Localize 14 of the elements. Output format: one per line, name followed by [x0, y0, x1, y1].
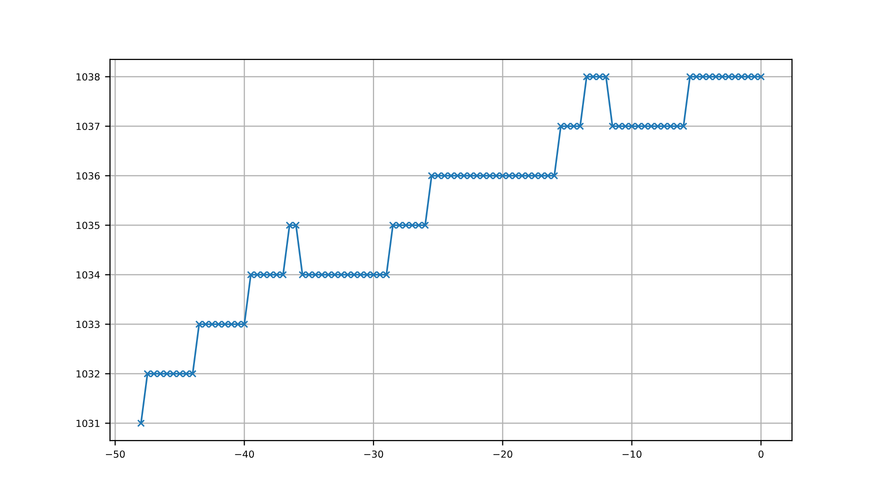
x-tick-label: −50	[106, 450, 125, 458]
y-tick-label: 1032	[76, 370, 100, 378]
y-tick-label: 1033	[76, 320, 100, 328]
x-tick-label: −10	[622, 450, 642, 458]
y-tick-label: 1036	[76, 172, 100, 180]
x-tick-label: −40	[235, 450, 254, 458]
x-tick-label: −30	[364, 450, 384, 458]
y-tick-label: 1034	[76, 271, 100, 279]
y-tick-label: 1037	[76, 122, 100, 130]
y-tick-label: 1035	[76, 222, 100, 230]
x-tick-label: 0	[758, 450, 764, 458]
y-tick-label: 1031	[76, 420, 100, 428]
x-tick-label: −20	[493, 450, 512, 458]
y-tick-label: 1038	[76, 73, 100, 81]
